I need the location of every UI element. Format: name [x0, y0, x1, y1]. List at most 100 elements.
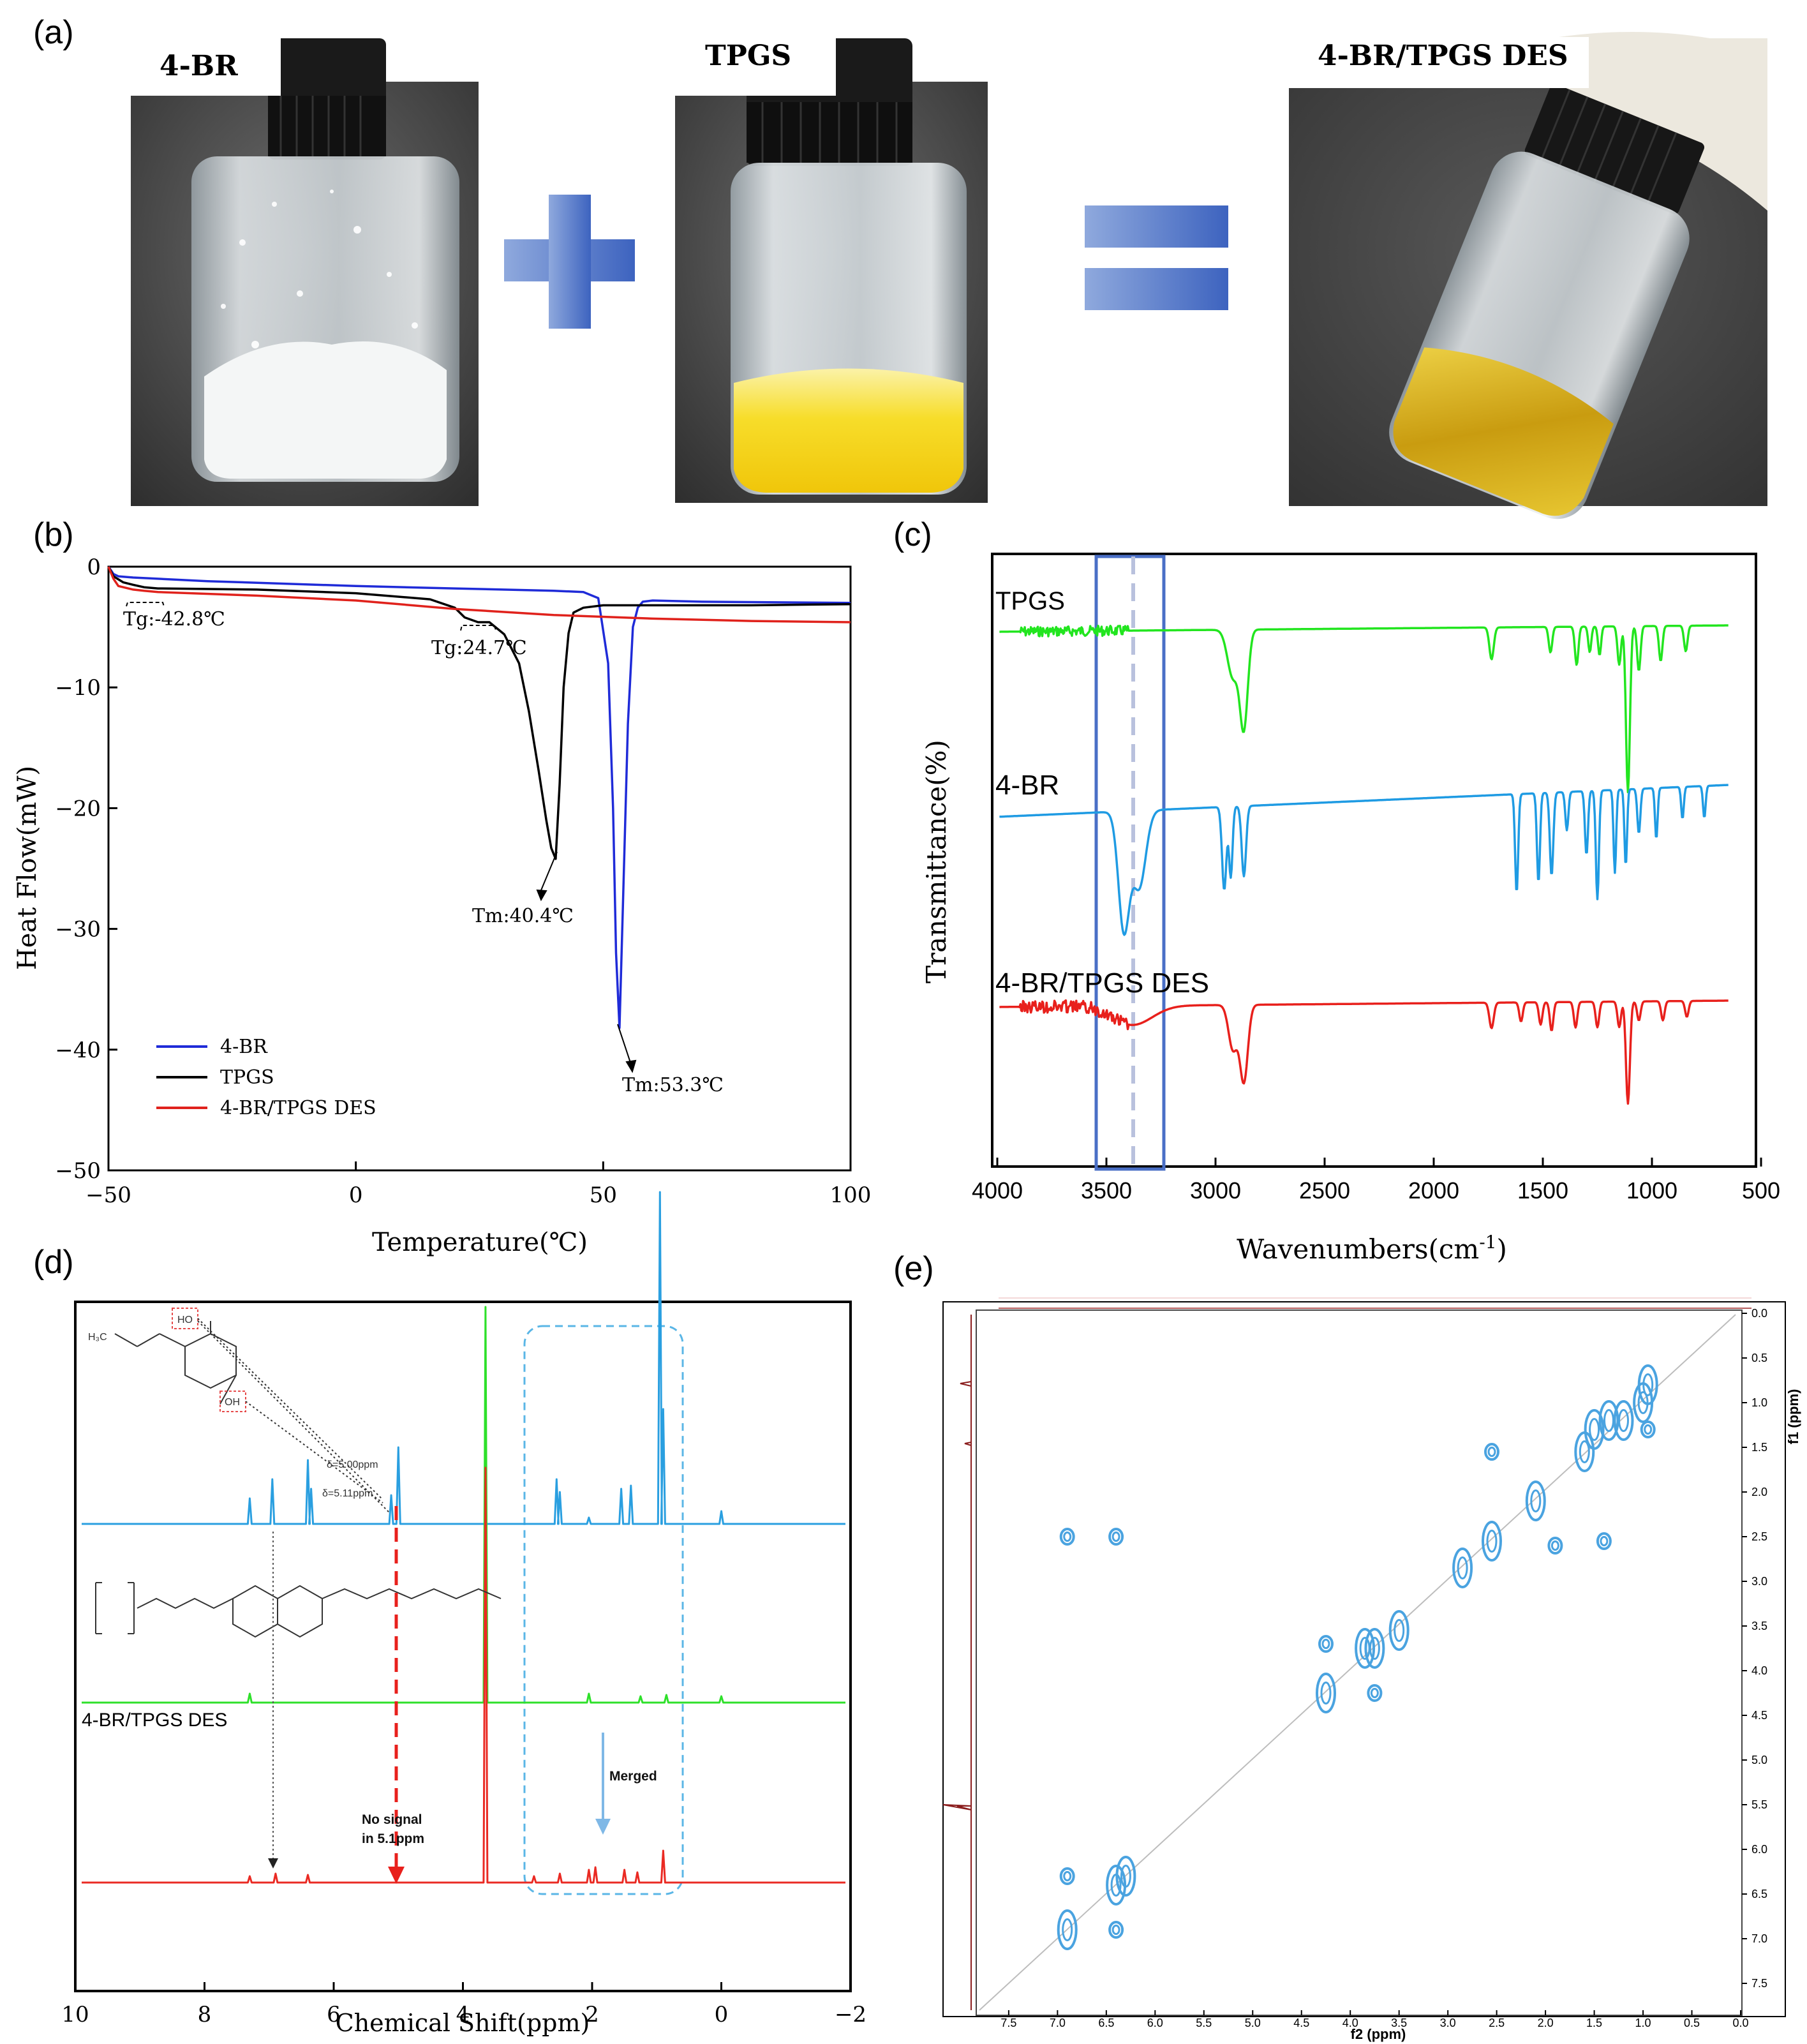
e-cross-peak-inner	[1550, 1540, 1559, 1551]
b-xlabel: Temperature(℃)	[372, 1228, 588, 1257]
e-ylabel: f1 (ppm)	[1785, 1389, 1801, 1445]
c-xtick-label: 500	[1742, 1177, 1780, 1204]
e-cross-peak-inner	[1063, 1531, 1072, 1542]
c-series-line	[999, 999, 1729, 1105]
c-xlabel: Wavenumbers(cm-1)	[1237, 1232, 1507, 1265]
e-cross-peak-inner	[1579, 1440, 1590, 1463]
e-cross-peak-inner	[1370, 1687, 1379, 1699]
d-series-line	[82, 1191, 845, 1525]
e-cross-peak	[1482, 1521, 1502, 1562]
e-cross-peak	[1115, 1856, 1136, 1897]
e-ytick-label: 2.5	[1751, 1530, 1767, 1543]
e-xlabel: f2 (ppm)	[1351, 2026, 1406, 2042]
e-xtick-label: 1.5	[1586, 2017, 1602, 2029]
equals-operator-icon	[1085, 205, 1228, 310]
panel-d-nmr-chart: 10 8 6 4 2 0 −2 HO OH H₃C δ=5.00ppm δ=5.11ppm	[61, 1191, 866, 2037]
b-series-line	[107, 566, 851, 623]
e-cross-peak	[1452, 1548, 1473, 1588]
e-xtick-label: 3.0	[1440, 2017, 1456, 2029]
e-xtick-label: 0.0	[1732, 2017, 1748, 2029]
photo-4br: 4-BR	[131, 37, 479, 506]
panel-b-dsc-chart: −50 0 50 100 0 −10 −20 −30 −40 −50 Temperature(℃)…	[13, 555, 871, 1257]
e-xtick-label: 1.0	[1635, 2017, 1651, 2029]
photo-label-tpgs: TPGS	[705, 40, 791, 72]
b-legend: 4-BR TPGS 4-BR/TPGS DES	[156, 1036, 376, 1119]
e-cross-peak	[1057, 1909, 1078, 1950]
e-cross-peak-inner	[1589, 1418, 1600, 1441]
b-legend-des: 4-BR/TPGS DES	[220, 1097, 376, 1119]
d-mol-oh: OH	[225, 1397, 240, 1408]
d-molecule-4br	[114, 1308, 390, 1513]
e-cross-peak	[1598, 1400, 1619, 1441]
c-label-des: 4-BR/TPGS DES	[995, 967, 1209, 999]
e-plot-frame	[976, 1309, 1743, 2016]
panel-e-cosy-chart: 7.5 7.0 6.5 6.0 5.5 5.0 4.5 4.0 3.5 3.0 2.5 2.0 1.5 1…	[942, 1297, 1801, 2042]
d-merged-box	[523, 1325, 684, 1895]
d-series-line	[82, 1306, 845, 1704]
e-xtick-label: 3.5	[1391, 2017, 1407, 2029]
e-cross-peak	[1367, 1684, 1383, 1702]
c-xtick-label: 3500	[1081, 1177, 1132, 1204]
c-xtick-label: 1500	[1517, 1177, 1568, 1204]
e-cross-peak-inner	[1321, 1638, 1330, 1650]
c-xtick-label: 1000	[1626, 1177, 1677, 1204]
e-cross-peak	[1316, 1673, 1336, 1713]
panel-c-ftir-chart: 4000 3500 3000 2500 2000 1500 1000 500 TPGS 4-B…	[921, 553, 1780, 1265]
e-ytick-label: 3.0	[1751, 1575, 1767, 1588]
d-xtick-label: −2	[835, 2002, 866, 2027]
e-ytick-label: 1.0	[1751, 1396, 1767, 1409]
e-ytick-label: 4.0	[1751, 1664, 1767, 1677]
e-xtick-label: 7.5	[1000, 2017, 1016, 2029]
panel-label-a: (a)	[33, 14, 74, 51]
e-cross-peak	[1574, 1431, 1595, 1472]
c-label-4br: 4-BR	[995, 770, 1059, 801]
c-xtick-label: 3000	[1190, 1177, 1241, 1204]
e-xtick-label: 4.5	[1293, 2017, 1309, 2029]
c-ylabel: Transmittance(%)	[921, 740, 952, 983]
d-mol-h3c: H₃C	[88, 1332, 107, 1343]
e-cross-peak-inner	[1486, 1530, 1498, 1553]
b-series-line	[107, 566, 851, 1029]
e-ytick-label: 7.5	[1751, 1977, 1767, 1990]
e-cross-peak-inner	[1487, 1446, 1496, 1458]
e-cross-peak	[1059, 1528, 1075, 1546]
e-xtick-label: 2.5	[1489, 2017, 1505, 2029]
powder	[204, 341, 447, 479]
e-ytick-label: 1.5	[1751, 1441, 1767, 1454]
panel-a: 4-BR TPGS	[131, 32, 1767, 519]
b-series-line	[107, 566, 851, 860]
e-cross-peak	[1547, 1537, 1563, 1555]
panel-label-d: (d)	[33, 1244, 74, 1281]
e-cross-peak-inner	[1063, 1870, 1072, 1882]
e-ytick-label: 5.5	[1751, 1798, 1767, 1811]
e-cross-peak	[1108, 1528, 1124, 1546]
panel-label-c: (c)	[893, 516, 932, 553]
liquid	[1393, 347, 1614, 516]
e-ytick-label: 2.0	[1751, 1486, 1767, 1498]
e-ytick-label: 0.0	[1751, 1307, 1767, 1320]
e-cross-peak	[1484, 1443, 1499, 1461]
e-cross-peak	[1059, 1867, 1075, 1885]
e-ytick-label: 6.5	[1751, 1888, 1767, 1900]
b-xtick-label: 100	[830, 1182, 872, 1208]
d-nosignal-1: No signal	[362, 1812, 422, 1827]
b-annotation-arrows	[126, 602, 637, 1073]
plus-operator-icon	[504, 195, 635, 329]
d-molecule-tpgs	[95, 1582, 502, 1638]
e-xtick-label: 4.0	[1342, 2017, 1358, 2029]
e-outer-frame	[942, 1301, 1786, 2017]
d-delta-511: δ=5.11ppm	[322, 1488, 373, 1499]
d-xtick-label: 4	[456, 2002, 470, 2027]
d-delta-500: δ=5.00ppm	[327, 1459, 378, 1470]
b-ylabel: Heat Flow(mW)	[13, 766, 42, 970]
e-xtick-label: 0.5	[1684, 2017, 1700, 2029]
b-xtick-label: −50	[86, 1182, 131, 1208]
d-merged-label: Merged	[609, 1769, 657, 1784]
e-cross-peak-inner	[1644, 1424, 1653, 1435]
e-cross-peak	[1596, 1532, 1612, 1550]
e-ytick-label: 7.0	[1751, 1932, 1767, 1945]
photo-label-des: 4-BR/TPGS DES	[1318, 40, 1568, 72]
panel-label-b: (b)	[33, 516, 74, 553]
e-cross-peak	[1525, 1481, 1546, 1521]
e-cross-peak	[1637, 1364, 1658, 1405]
